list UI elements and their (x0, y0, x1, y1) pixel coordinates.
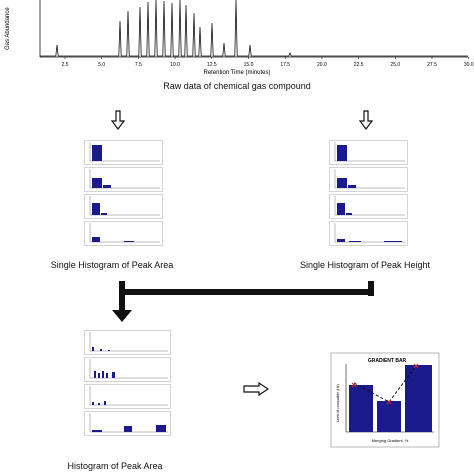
histogram-bar (102, 371, 104, 378)
peak-height-caption: Single Histogram of Peak Height (299, 260, 431, 270)
histogram-bar (156, 425, 166, 432)
histogram-bar (92, 237, 100, 242)
histogram-bar (92, 402, 94, 405)
histogram-bar (92, 347, 94, 351)
histogram-panel (84, 140, 163, 165)
histogram-bar (124, 241, 134, 242)
histogram-panel (84, 221, 163, 246)
histogram-bar (103, 185, 111, 188)
right-down-arrow-icon (359, 110, 373, 130)
histogram-bar (101, 213, 107, 215)
histogram-bar (92, 203, 100, 215)
histogram-panel (329, 167, 408, 192)
chromatogram-plot: 2.5 5.0 7.5 10.0 12.5 15.0 17.5 20.0 22.5 25.0 27.… (5, 0, 474, 76)
chromatogram-tick-label: 20.0 (317, 62, 327, 68)
histogram-bar (112, 372, 115, 378)
chromatogram-tick-label: 27.5 (427, 62, 437, 68)
histogram-panel (84, 411, 171, 436)
chromatogram-tick-label: 12.5 (207, 62, 217, 68)
histogram-bar (92, 430, 102, 432)
chromatogram-trace (40, 0, 468, 57)
histogram-bar (348, 185, 356, 188)
histogram-bar (346, 213, 352, 215)
histogram-bar (108, 350, 110, 351)
merge-arrowhead-icon (112, 310, 132, 322)
histogram-bar (384, 241, 402, 242)
histogram-panel (329, 140, 408, 165)
gradient-bar-chart: GRADIENT BAR Merging Gradient, % Level o… (330, 352, 440, 448)
histogram-bar (104, 401, 106, 405)
right-arrow-icon (243, 382, 269, 396)
gradient-bar-2 (377, 401, 401, 432)
chromatogram-tick-label: 30.0 (464, 62, 474, 68)
gradient-bar-1 (349, 385, 373, 432)
left-down-arrow-icon (111, 110, 125, 130)
histogram-panel (84, 384, 171, 409)
chromatogram-tick-label: 17.5 (280, 62, 290, 68)
gradient-chart-x-label: Merging Gradient, % (372, 438, 409, 443)
histogram-bar (337, 203, 345, 215)
chromatogram-tick-label: 5.0 (98, 62, 105, 68)
merge-bar (122, 289, 373, 295)
merge-left-stem (119, 281, 125, 311)
histogram-bar (98, 373, 100, 378)
histogram-bar (124, 426, 132, 432)
histogram-panel (329, 194, 408, 219)
chromatogram-tick-label: 10.0 (170, 62, 180, 68)
peak-height-histogram-stack (329, 140, 408, 246)
histogram-bar (94, 371, 96, 378)
histogram-bar (92, 178, 102, 188)
histogram-panel (329, 221, 408, 246)
chromatogram-tick-label: 25.0 (390, 62, 400, 68)
histogram-bar (349, 241, 361, 242)
merge-bracket-arrow (112, 281, 374, 322)
histogram-panel (84, 357, 171, 382)
merge-right-stem (368, 281, 374, 296)
gradient-bar-3 (405, 365, 432, 432)
chromatogram-tick-label: 7.5 (135, 62, 142, 68)
chromatogram-tick-label: 2.5 (62, 62, 69, 68)
histogram-panel (84, 194, 163, 219)
chromatogram-tick-label: 22.5 (354, 62, 364, 68)
chromatogram-x-label: Retention Time (minutes) (203, 70, 270, 76)
chromatogram-y-label: Gas Abundance (5, 7, 11, 50)
histogram-panel (84, 167, 163, 192)
histogram-bar (337, 145, 347, 161)
histogram-bar (100, 349, 102, 351)
peak-area-histogram-stack (84, 140, 163, 246)
gradient-chart-y-label: Level of compatible (Hz) (336, 384, 340, 422)
chromatogram-ticks: 2.5 5.0 7.5 10.0 12.5 15.0 17.5 20.0 22.5 25.0 27.… (62, 57, 474, 68)
histogram-bar (337, 239, 345, 242)
histogram-panel (84, 330, 171, 355)
combined-histogram-stack (84, 330, 171, 436)
chromatogram-tick-label: 15.0 (244, 62, 254, 68)
histogram-bar (92, 145, 102, 161)
histogram-bar (106, 373, 108, 378)
gradient-chart-title: GRADIENT BAR (368, 358, 407, 364)
chromatogram-caption: Raw data of chemical gas compound (163, 81, 311, 91)
gradient-markers (351, 363, 419, 405)
peak-area-caption: Single Histogram of Peak Area (50, 260, 174, 270)
histogram-bar (337, 178, 347, 188)
histogram-bar (98, 403, 100, 405)
combined-histogram-caption: Histogram of Peak Area (67, 461, 163, 471)
